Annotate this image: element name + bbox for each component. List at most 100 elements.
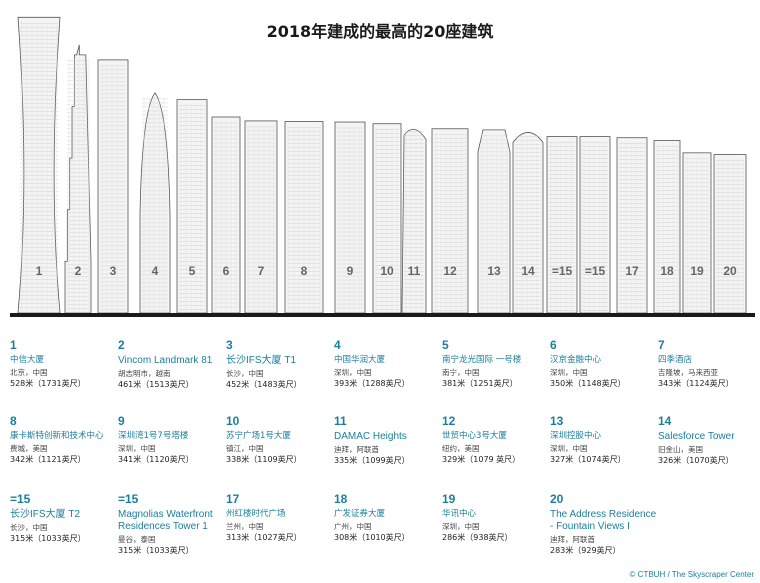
building-entry: 20 The Address Residence - Fountain Views… [550,492,658,556]
entry-name: Salesforce Tower [658,431,735,442]
tower-label-7: 7 [258,264,265,278]
entry-rank: 11 [334,414,347,428]
entry-name: 长沙IFS大厦 T2 [10,509,81,520]
entry-rank: 10 [226,414,240,428]
building-entry: 4 中国华润大厦 深圳，中国 393米（1288英尺） [334,338,442,389]
entry-name: 中信大厦 [10,355,45,365]
entry-height: 461米（1513英尺） [118,380,194,389]
entry-height: 341米（1120英尺） [118,455,194,464]
entry-location: 南宁，中国 [442,368,480,377]
entry-name: 南宁龙光国际 一号楼 [442,355,522,365]
building-entry: 7 四季酒店 吉隆坡，马来西亚 343米（1124英尺） [658,338,760,389]
entry-location: 吉隆坡，马来西亚 [658,368,718,377]
entry-rank: 8 [10,414,17,428]
tower-label-13: 13 [487,264,501,278]
building-entry: 19 华讯中心 深圳，中国 286米（938英尺） [442,492,550,543]
building-entry: 18 广发证券大厦 广州，中国 308米（1010英尺） [334,492,442,543]
entry-rank: 5 [442,338,449,352]
tower-label-14: 14 [521,264,535,278]
entry-name: 四季酒店 [658,355,693,365]
tower-5 [176,99,208,314]
entry-location: 旧金山，美国 [658,445,703,454]
tower-label-11: 11 [408,264,421,278]
building-entry: 17 州红楼时代广场 兰州，中国 313米（1027英尺） [226,492,334,543]
entry-height: 338米（1109英尺） [226,455,302,464]
entry-rank: 1 [10,338,17,352]
skyline-chart: 1 2 3 4 5 6 7 8 9 10 11 12 13 14 =15 =15 17 18 19 20 [10,16,755,317]
entry-rank: 4 [334,338,341,352]
tower-label-6: 6 [223,264,230,278]
building-entry: 5 南宁龙光国际 一号楼 南宁，中国 381米（1251英尺） [442,338,550,389]
entry-rank: 12 [442,414,456,428]
tower-label-20: 20 [723,264,737,278]
tower-15 [546,136,578,314]
building-entry: =15 长沙IFS大厦 T2 长沙，中国 315米（1033英尺） [10,492,118,544]
entry-height: 326米（1070英尺） [658,456,734,465]
entry-height: 315米（1033英尺） [10,534,86,543]
entry-height: 315米（1033英尺） [118,546,194,555]
entry-rank: 6 [550,338,557,352]
tower-20 [713,154,747,314]
entry-name: 苏宁广场1号大厦 [226,431,291,441]
entry-location: 广州，中国 [334,522,372,531]
entry-name: Vincom Landmark 81 [118,355,213,366]
tower-label-1: 1 [36,264,43,278]
tower-14 [512,132,544,314]
building-entry: 2 Vincom Landmark 81 胡志明市，越南 461米（1513英尺） [118,338,226,390]
chart-title: 2018年建成的最高的20座建筑 [266,22,494,41]
entry-height: 313米（1027英尺） [226,533,302,542]
entry-height: 381米（1251英尺） [442,379,518,388]
tower-label-2: 2 [75,264,82,278]
building-entry: 6 汉京金融中心 深圳，中国 350米（1148英尺） [550,338,658,389]
entry-name: 深圳控股中心 [550,431,602,441]
entry-name: 州红楼时代广场 [226,509,286,519]
entry-name: 汉京金融中心 [550,355,602,365]
entry-location: 长沙，中国 [10,523,48,532]
entry-rank: 19 [442,492,456,506]
entry-height: 308米（1010英尺） [334,533,410,542]
entry-name: DAMAC Heights [334,431,407,442]
entry-rank: 20 [550,492,564,506]
building-entry: 8 康卡斯特创新和技术中心 费城，美国 342米（1121英尺） [10,414,118,465]
building-entry: 13 深圳控股中心 深圳，中国 327米（1074英尺） [550,414,658,465]
entry-location: 费城，美国 [10,444,48,453]
credit-text: © CTBUH / The Skyscraper Center [629,570,754,579]
ground-line [10,313,755,317]
tower-label-12: 12 [443,264,457,278]
tower-7 [244,120,278,314]
entry-name: 世贸中心3号大厦 [442,431,507,441]
entry-location: 镇江，中国 [226,444,264,453]
entry-height: 283米（929英尺） [550,546,621,555]
entry-height: 329米（1079 英尺） [442,455,521,464]
entry-location: 深圳，中国 [442,522,480,531]
building-entry: 9 深圳湾1号7号塔楼 深圳，中国 341米（1120英尺） [118,414,226,465]
entry-location: 胡志明市，越南 [118,369,171,378]
entry-rank: 14 [658,414,672,428]
tower-13 [477,129,511,314]
entry-location: 深圳，中国 [118,444,156,453]
entry-height: 342米（1121英尺） [10,455,86,464]
tower-18 [653,140,681,314]
entry-rank: 17 [226,492,240,506]
tower-label-5: 5 [189,264,196,278]
entry-height: 327米（1074英尺） [550,455,626,464]
entry-height: 335米（1099英尺） [334,456,410,465]
entry-rank: 13 [550,414,564,428]
entry-height: 393米（1288英尺） [334,379,410,388]
tower-12 [431,128,469,314]
entry-height: 350米（1148英尺） [550,379,626,388]
tower-label-10: 10 [380,264,394,278]
entry-location: 深圳，中国 [550,368,588,377]
tower-label-18: 18 [660,264,674,278]
entry-location: 迪拜，阿联酋 [334,445,379,454]
tower-label-4: 4 [152,264,159,278]
tower-label-19: 19 [690,264,704,278]
entry-height: 528米（1731英尺） [10,379,86,388]
entry-name: The Address Residence - Fountain Views I [550,509,657,532]
entry-rank: 2 [118,338,125,352]
entry-rank: 18 [334,492,348,506]
entry-height: 452米（1483英尺） [226,380,302,389]
entry-name: 中国华润大厦 [334,355,386,365]
tower-label-8: 8 [301,264,308,278]
tower-9 [334,121,366,314]
